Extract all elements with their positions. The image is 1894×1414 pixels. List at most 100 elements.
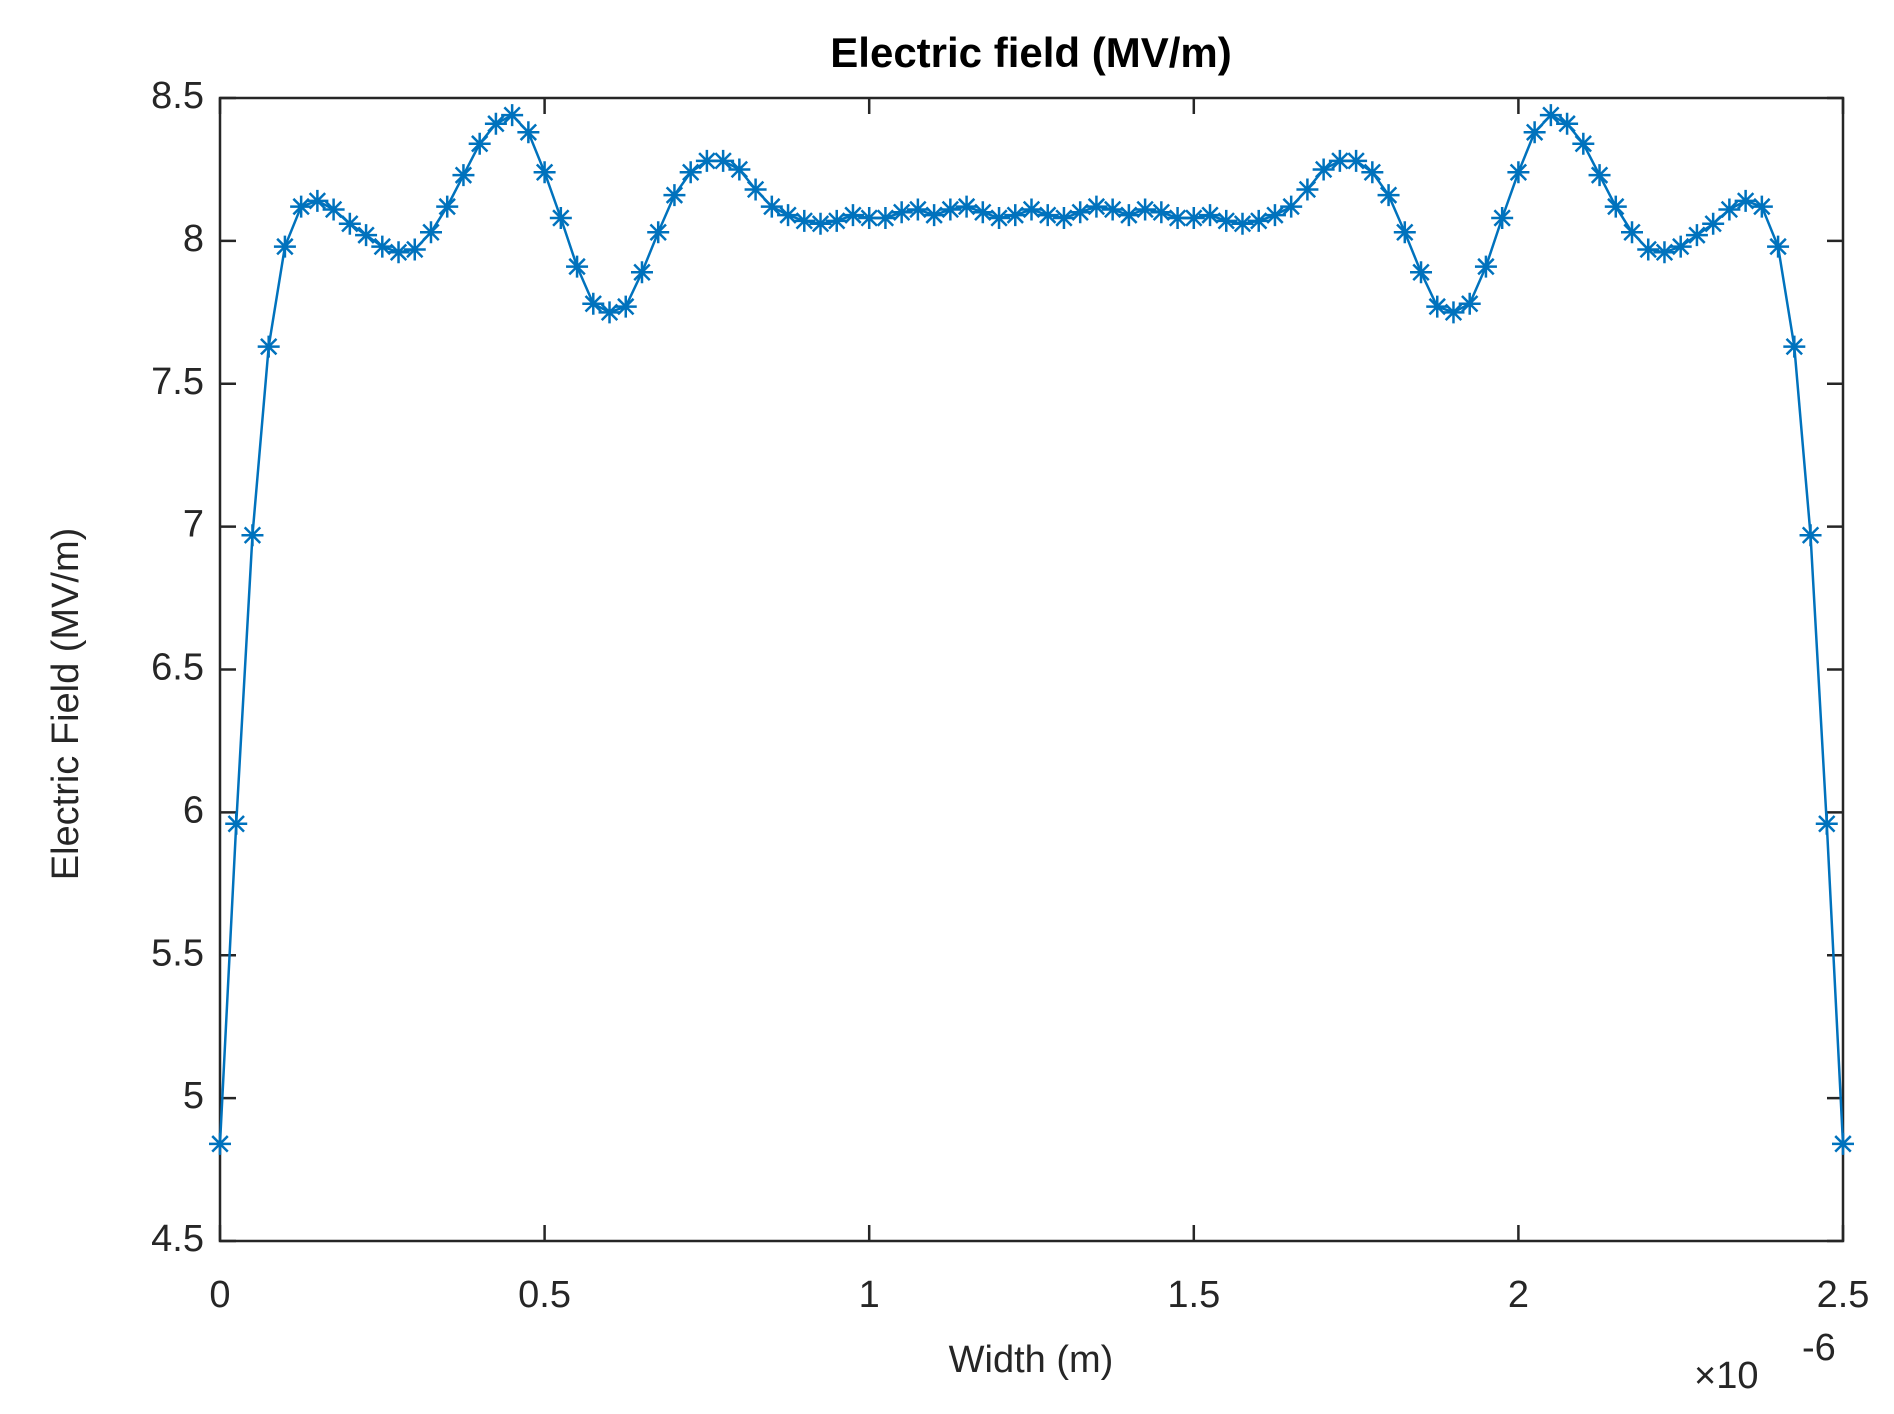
data-marker bbox=[1345, 149, 1368, 172]
data-marker bbox=[387, 241, 410, 264]
data-marker bbox=[533, 161, 556, 184]
y-tick-label: 7.5 bbox=[151, 361, 204, 403]
x-tick-label: 2 bbox=[1508, 1274, 1529, 1316]
x-multiplier-exponent: -6 bbox=[1802, 1327, 1836, 1369]
data-marker bbox=[209, 1132, 231, 1155]
data-marker bbox=[1393, 221, 1416, 244]
data-marker bbox=[1442, 301, 1465, 324]
data-marker bbox=[1361, 161, 1384, 184]
data-marker bbox=[1101, 198, 1124, 221]
data-marker bbox=[1799, 524, 1822, 547]
data-marker bbox=[517, 121, 540, 144]
data-marker bbox=[322, 198, 345, 221]
data-marker bbox=[1036, 204, 1059, 227]
data-marker bbox=[955, 195, 978, 218]
data-marker bbox=[468, 132, 491, 155]
data-marker bbox=[777, 204, 800, 227]
data-marker bbox=[1685, 224, 1708, 247]
data-marker bbox=[549, 207, 572, 230]
data-marker bbox=[744, 178, 767, 201]
data-marker bbox=[1832, 1132, 1854, 1155]
data-marker bbox=[1052, 207, 1075, 230]
data-marker bbox=[679, 161, 702, 184]
data-marker bbox=[598, 301, 621, 324]
data-marker bbox=[1750, 195, 1773, 218]
data-marker bbox=[1572, 132, 1595, 155]
data-marker bbox=[436, 195, 459, 218]
data-marker bbox=[1280, 195, 1303, 218]
y-tick-label: 8 bbox=[183, 218, 204, 260]
chart-title: Electric field (MV/m) bbox=[830, 29, 1231, 76]
data-marker bbox=[1474, 255, 1497, 278]
data-marker bbox=[1377, 184, 1400, 207]
y-tick-label: 6.5 bbox=[151, 647, 204, 689]
data-marker bbox=[760, 195, 783, 218]
data-marker bbox=[1117, 204, 1140, 227]
data-marker bbox=[403, 238, 426, 261]
data-marker bbox=[1523, 121, 1546, 144]
data-marker bbox=[1669, 235, 1692, 258]
data-marker bbox=[1702, 212, 1725, 235]
data-marker bbox=[1767, 235, 1790, 258]
data-marker bbox=[923, 204, 946, 227]
data-marker bbox=[419, 221, 442, 244]
data-marker bbox=[1637, 238, 1660, 261]
data-marker bbox=[371, 235, 394, 258]
data-marker bbox=[1410, 261, 1433, 284]
data-marker bbox=[501, 104, 524, 127]
data-marker bbox=[1166, 207, 1189, 230]
data-marker bbox=[793, 209, 816, 232]
data-marker bbox=[582, 292, 605, 315]
data-marker bbox=[874, 207, 897, 230]
data-marker bbox=[1815, 812, 1838, 835]
data-marker bbox=[841, 204, 864, 227]
data-marker bbox=[1199, 204, 1222, 227]
y-tick-label: 5 bbox=[183, 1075, 204, 1117]
data-marker bbox=[988, 207, 1011, 230]
y-axis-label: Electric Field (MV/m) bbox=[45, 528, 87, 881]
y-tick-label: 6 bbox=[183, 789, 204, 831]
data-marker bbox=[630, 261, 653, 284]
data-marker bbox=[338, 212, 361, 235]
data-marker bbox=[890, 201, 913, 224]
x-tick-label: 2.5 bbox=[1817, 1274, 1870, 1316]
data-marker bbox=[1539, 104, 1562, 127]
data-marker bbox=[825, 209, 848, 232]
data-marker bbox=[1182, 207, 1205, 230]
data-marker bbox=[663, 184, 686, 207]
x-tick-label: 1.5 bbox=[1167, 1274, 1220, 1316]
data-marker bbox=[1507, 161, 1530, 184]
data-marker bbox=[1783, 335, 1806, 358]
data-marker bbox=[1426, 295, 1449, 318]
data-marker bbox=[1296, 178, 1319, 201]
data-marker bbox=[647, 221, 670, 244]
data-marker bbox=[1247, 209, 1270, 232]
data-marker bbox=[1231, 212, 1254, 235]
data-marker bbox=[306, 189, 329, 212]
data-marker bbox=[1312, 158, 1335, 181]
data-marker bbox=[1069, 201, 1092, 224]
data-marker bbox=[484, 112, 507, 135]
data-marker bbox=[566, 255, 589, 278]
data-marker bbox=[1556, 112, 1579, 135]
data-marker bbox=[1458, 292, 1481, 315]
data-marker bbox=[290, 195, 313, 218]
y-tick-label: 4.5 bbox=[151, 1218, 204, 1260]
data-marker bbox=[241, 524, 264, 547]
x-tick-label: 0.5 bbox=[518, 1274, 571, 1316]
data-marker bbox=[695, 149, 718, 172]
x-multiplier: ×10 bbox=[1694, 1355, 1758, 1397]
data-marker bbox=[1085, 195, 1108, 218]
x-tick-label: 0 bbox=[209, 1274, 230, 1316]
data-marker bbox=[1263, 204, 1286, 227]
data-marker bbox=[939, 198, 962, 221]
data-marker bbox=[712, 149, 735, 172]
data-marker bbox=[452, 164, 475, 187]
data-marker bbox=[1588, 164, 1611, 187]
x-axis-label: Width (m) bbox=[949, 1339, 1114, 1381]
data-marker bbox=[1004, 204, 1027, 227]
data-marker bbox=[1150, 201, 1173, 224]
data-marker bbox=[728, 158, 751, 181]
